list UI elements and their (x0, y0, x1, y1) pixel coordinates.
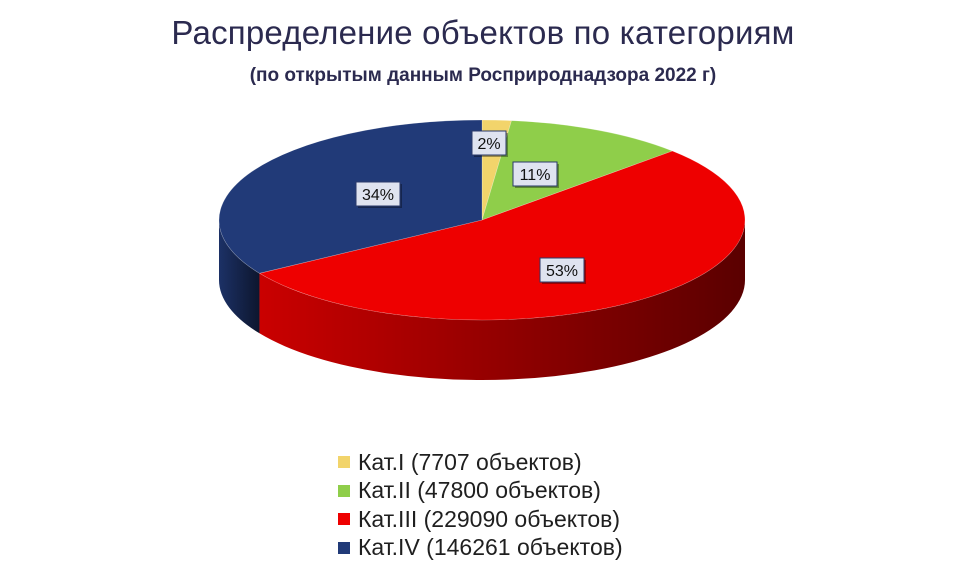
data-label-cat-2: 11% (513, 162, 559, 188)
legend-label-cat-1: Кат.I (7707 объектов) (358, 449, 582, 476)
data-label-cat-1: 2% (472, 131, 508, 157)
data-label-cat-4: 34% (356, 182, 402, 208)
svg-text:2%: 2% (477, 136, 500, 153)
legend-item-cat-1: Кат.I (7707 объектов) (338, 448, 623, 477)
legend-label-cat-3: Кат.III (229090 объектов) (358, 506, 620, 533)
legend-label-cat-2: Кат.II (47800 объектов) (358, 477, 601, 504)
legend-swatch-cat-4 (338, 542, 350, 554)
legend-swatch-cat-2 (338, 485, 350, 497)
legend-item-cat-4: Кат.IV (146261 объектов) (338, 534, 623, 562)
legend-swatch-cat-3 (338, 513, 350, 525)
legend-item-cat-3: Кат.III (229090 объектов) (338, 505, 623, 534)
svg-text:11%: 11% (520, 167, 551, 184)
legend-swatch-cat-1 (338, 456, 350, 468)
chart-legend: Кат.I (7707 объектов) Кат.II (47800 объе… (338, 448, 623, 562)
svg-text:34%: 34% (362, 187, 394, 204)
data-label-cat-3: 53% (540, 258, 586, 284)
legend-label-cat-4: Кат.IV (146261 объектов) (358, 534, 623, 561)
legend-item-cat-2: Кат.II (47800 объектов) (338, 477, 623, 506)
svg-text:53%: 53% (546, 263, 578, 280)
